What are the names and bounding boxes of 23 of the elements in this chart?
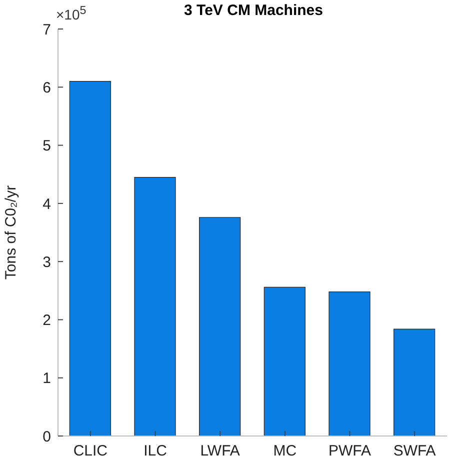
bar [328, 292, 370, 436]
y-tick-label: 3 [42, 254, 51, 271]
bar [199, 217, 241, 436]
y-tick-label: 1 [42, 370, 51, 388]
y-tick-label: 5 [42, 138, 51, 155]
y-tick-label: 0 [42, 428, 51, 446]
chart-title: 3 TeV CM Machines [184, 2, 323, 19]
y-tick-label: 4 [42, 196, 51, 213]
y-axis-title: Tons of C0₂/yr [2, 185, 20, 280]
bar [69, 81, 111, 436]
x-tick-label: LWFA [200, 442, 240, 460]
y-tick-label: 6 [42, 79, 51, 96]
x-tick-label: MC [273, 442, 297, 460]
bar [264, 286, 306, 436]
text: ×10$^{5}$ [56, 4, 86, 23]
x-tick-label: CLIC [73, 442, 108, 460]
x-tick-label: ILC [144, 442, 168, 460]
bar [134, 176, 176, 436]
bar [394, 328, 436, 436]
y-tick-label: 2 [42, 312, 51, 330]
x-tick-label: SWFA [393, 442, 436, 460]
y-tick-label: 7 [42, 21, 51, 38]
x-tick-label: PWFA [328, 442, 372, 460]
